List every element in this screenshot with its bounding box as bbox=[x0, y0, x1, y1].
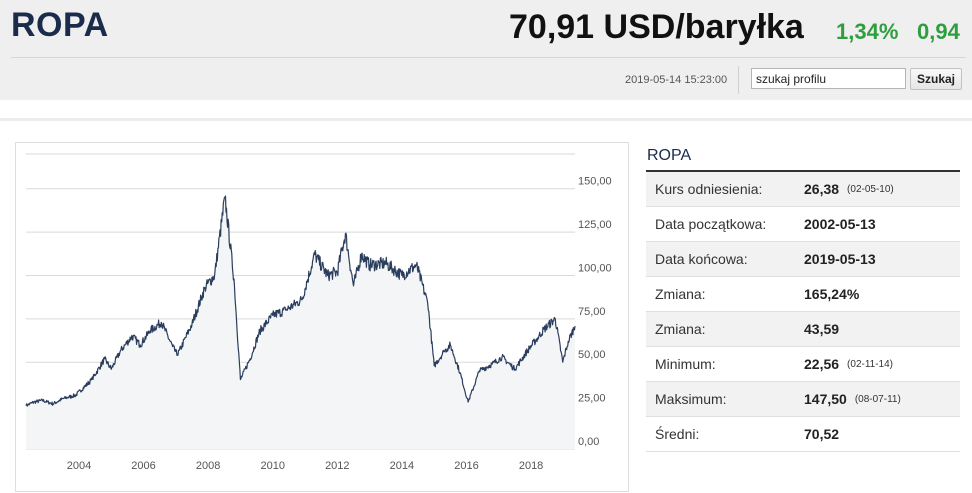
stats-row: Minimum: 22,56 (02-11-14) bbox=[646, 347, 960, 382]
stats-row: Zmiana: 165,24% bbox=[646, 277, 960, 312]
stats-value: 147,50 bbox=[804, 391, 847, 407]
stats-value: 26,38 bbox=[804, 181, 840, 197]
y-tick-label: 125,00 bbox=[578, 219, 612, 231]
stats-value: 43,59 bbox=[804, 321, 840, 337]
price-chart: 0,00 25,00 50,00 75,00 100,00 125,00 150,00 200… bbox=[15, 142, 629, 492]
stats-date-note: (02-05-10) bbox=[847, 183, 894, 195]
x-tick-label: 2012 bbox=[325, 460, 349, 472]
stats-label: Kurs odniesienia: bbox=[655, 181, 763, 197]
stats-value: 22,56 bbox=[804, 356, 840, 372]
header-bar: ROPA 70,91 USD/baryłka 1,34% 0,94 2019-0… bbox=[0, 0, 972, 100]
stats-date-note: (08-07-11) bbox=[854, 393, 901, 405]
stats-label: Data końcowa: bbox=[655, 251, 748, 267]
y-tick-label: 150,00 bbox=[578, 176, 612, 188]
stats-row: Maksimum: 147,50 (08-07-11) bbox=[646, 382, 960, 417]
stats-panel: ROPA Kurs odniesienia: 26,38 (02-05-10) Dat… bbox=[646, 144, 960, 452]
stats-label: Średni: bbox=[655, 426, 700, 442]
x-tick-label: 2006 bbox=[131, 460, 155, 472]
y-tick-label: 75,00 bbox=[578, 306, 606, 318]
change-absolute: 0,94 bbox=[917, 19, 960, 44]
y-tick-label: 50,00 bbox=[578, 349, 606, 361]
toolbar-separator bbox=[738, 66, 739, 94]
x-tick-label: 2016 bbox=[454, 460, 478, 472]
x-tick-label: 2010 bbox=[260, 460, 284, 472]
stats-label: Zmiana: bbox=[655, 286, 706, 302]
price-chart-svg: 0,00 25,00 50,00 75,00 100,00 125,00 150,00 200… bbox=[25, 153, 612, 472]
stats-label: Maksimum: bbox=[655, 391, 727, 407]
page-title: ROPA bbox=[11, 6, 109, 44]
section-divider bbox=[0, 118, 972, 121]
x-tick-label: 2004 bbox=[67, 460, 91, 472]
stats-row: Data początkowa: 2002-05-13 bbox=[646, 207, 960, 242]
stats-row: Zmiana: 43,59 bbox=[646, 312, 960, 347]
stats-title: ROPA bbox=[646, 144, 960, 172]
stats-row: Kurs odniesienia: 26,38 (02-05-10) bbox=[646, 172, 960, 207]
change-percent: 1,34% bbox=[836, 19, 899, 44]
stats-date-note: (02-11-14) bbox=[847, 358, 893, 370]
price-line bbox=[25, 195, 576, 407]
stats-value: 2019-05-13 bbox=[804, 251, 876, 267]
price-area-fill bbox=[26, 196, 575, 449]
header-divider bbox=[11, 57, 966, 58]
current-price: 70,91 USD/baryłka bbox=[509, 8, 804, 46]
x-tick-label: 2014 bbox=[390, 460, 414, 472]
x-tick-label: 2018 bbox=[519, 460, 543, 472]
search-button[interactable]: Szukaj bbox=[910, 68, 962, 90]
stats-value: 70,52 bbox=[804, 426, 840, 442]
stats-row: Data końcowa: 2019-05-13 bbox=[646, 242, 960, 277]
stats-table: Kurs odniesienia: 26,38 (02-05-10) Data poc… bbox=[646, 172, 960, 452]
stats-row: Średni: 70,52 bbox=[646, 417, 960, 452]
stats-label: Zmiana: bbox=[655, 321, 706, 337]
quote-timestamp: 2019-05-14 15:23:00 bbox=[625, 74, 728, 86]
y-tick-label: 0,00 bbox=[578, 436, 599, 448]
y-tick-label: 25,00 bbox=[578, 393, 606, 405]
stats-value: 2002-05-13 bbox=[804, 216, 876, 232]
search-input[interactable] bbox=[751, 68, 906, 89]
stats-label: Minimum: bbox=[655, 356, 716, 372]
stats-label: Data początkowa: bbox=[655, 216, 767, 232]
y-tick-label: 100,00 bbox=[578, 262, 612, 274]
x-tick-label: 2008 bbox=[196, 460, 220, 472]
stats-value: 165,24% bbox=[804, 286, 860, 302]
